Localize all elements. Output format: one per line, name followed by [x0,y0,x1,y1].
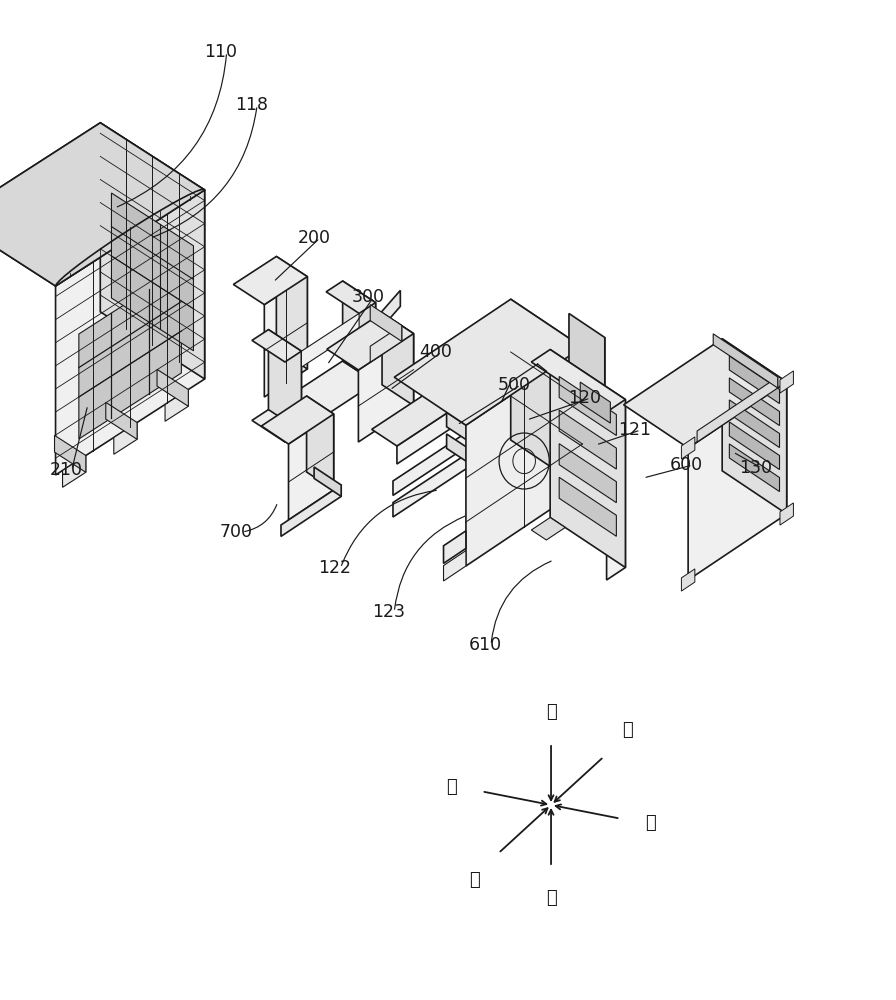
Text: 400: 400 [419,343,452,361]
Polygon shape [531,518,565,540]
Polygon shape [375,290,401,335]
Polygon shape [446,412,472,443]
Polygon shape [729,378,780,426]
Polygon shape [370,305,401,341]
Polygon shape [682,569,695,591]
Polygon shape [358,334,414,442]
Polygon shape [780,503,794,525]
Polygon shape [511,299,582,488]
Polygon shape [269,330,301,431]
Polygon shape [79,268,181,439]
Polygon shape [394,299,582,425]
Polygon shape [111,193,194,351]
Polygon shape [55,435,86,472]
Text: 122: 122 [318,559,351,577]
Text: 130: 130 [739,459,772,477]
Polygon shape [397,399,468,464]
Polygon shape [780,371,794,393]
Polygon shape [276,256,307,369]
Polygon shape [559,444,616,503]
Polygon shape [114,422,137,454]
Polygon shape [264,277,307,397]
Polygon shape [559,376,616,436]
Polygon shape [262,396,333,444]
Polygon shape [326,281,375,313]
Polygon shape [581,382,610,423]
Polygon shape [624,339,787,448]
Polygon shape [372,383,468,446]
Polygon shape [56,190,204,475]
Polygon shape [252,361,375,442]
Polygon shape [393,451,472,517]
Polygon shape [285,351,301,442]
Text: 121: 121 [618,421,651,439]
Text: 300: 300 [351,288,384,306]
Polygon shape [63,456,86,487]
Polygon shape [607,399,625,580]
Polygon shape [281,485,341,536]
Text: 500: 500 [498,376,531,394]
Text: 700: 700 [220,523,253,541]
Polygon shape [697,377,778,442]
Polygon shape [446,434,472,465]
Polygon shape [233,256,307,305]
Polygon shape [444,551,466,581]
Polygon shape [327,313,414,370]
Polygon shape [466,347,582,566]
Polygon shape [443,383,468,417]
Text: 120: 120 [568,389,601,407]
Text: 610: 610 [469,636,502,654]
Polygon shape [314,467,341,496]
Polygon shape [722,339,787,514]
Polygon shape [106,402,137,439]
Polygon shape [444,531,466,563]
Text: 后: 后 [623,721,633,739]
Polygon shape [688,382,787,580]
Polygon shape [165,389,188,421]
Polygon shape [713,334,778,388]
Text: 600: 600 [670,456,703,474]
Polygon shape [100,123,204,379]
Text: 200: 200 [297,229,331,247]
Text: 下: 下 [546,889,556,907]
Polygon shape [289,414,333,520]
Polygon shape [569,313,605,394]
Polygon shape [342,281,375,383]
Polygon shape [382,313,414,406]
Polygon shape [301,313,359,367]
Polygon shape [393,429,472,495]
Polygon shape [729,444,780,492]
Polygon shape [550,350,625,568]
Polygon shape [252,330,301,362]
Polygon shape [559,410,616,469]
Polygon shape [729,422,780,470]
Text: 上: 上 [546,703,556,721]
Polygon shape [0,123,204,286]
Text: 110: 110 [204,43,237,61]
Polygon shape [370,325,401,362]
Polygon shape [531,350,625,412]
Polygon shape [359,303,375,393]
Text: 118: 118 [235,96,268,114]
Text: 前: 前 [469,871,479,889]
Text: 左: 左 [446,778,457,796]
Polygon shape [729,356,780,404]
Polygon shape [157,369,188,406]
Polygon shape [682,437,695,459]
Polygon shape [582,337,605,418]
Polygon shape [729,400,780,448]
Polygon shape [559,477,616,536]
Text: 210: 210 [49,461,82,479]
Text: 右: 右 [645,814,656,832]
Polygon shape [0,123,204,286]
Polygon shape [306,396,333,490]
Text: 123: 123 [372,603,405,621]
